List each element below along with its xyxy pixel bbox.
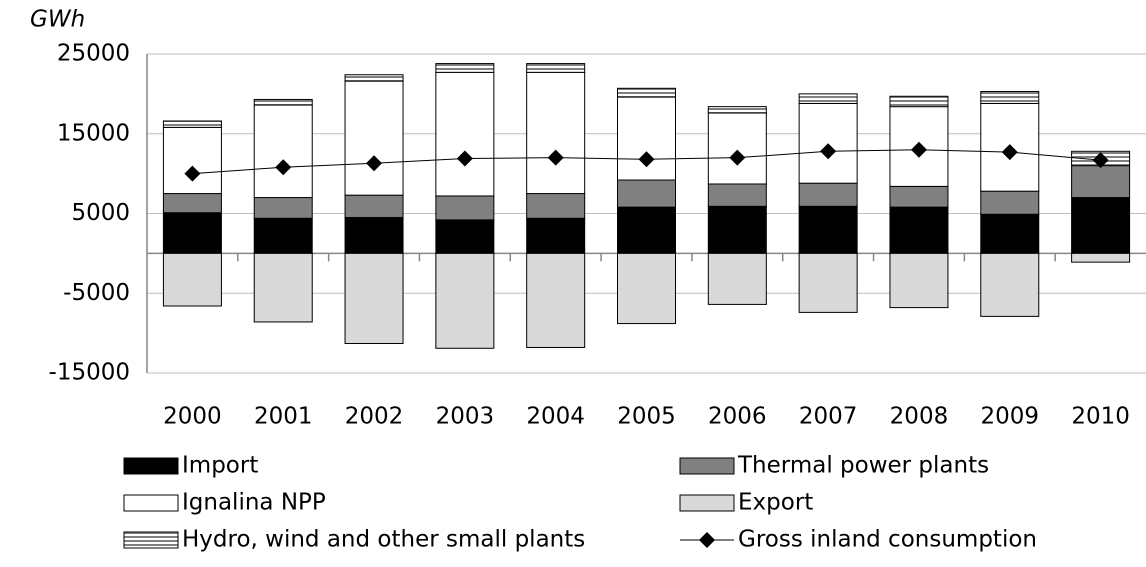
y-tick-label: 5000	[71, 200, 130, 226]
bar-segment	[1071, 252, 1131, 263]
bar-segment	[617, 179, 676, 208]
legend-swatch	[679, 457, 735, 475]
bar-segment	[617, 206, 676, 254]
bar-segment	[526, 193, 586, 219]
bar-segment	[253, 104, 313, 199]
bar-segment	[980, 213, 1040, 254]
x-tick-label: 2009	[980, 404, 1039, 430]
bar-segment	[344, 194, 404, 218]
bar-segment	[344, 80, 404, 196]
y-axis-label: GWh	[30, 7, 85, 33]
bar-segment	[162, 193, 222, 214]
bar-segment	[526, 217, 586, 254]
bar-segment	[253, 197, 313, 219]
legend-label: Export	[738, 490, 813, 516]
y-tick-label: 25000	[57, 41, 130, 67]
bar-segment	[162, 126, 222, 195]
bar-segment	[707, 183, 767, 207]
bar-segment	[980, 252, 1040, 317]
y-tick-label: -5000	[63, 280, 130, 306]
line-marker	[366, 155, 383, 172]
bar-segment	[798, 93, 858, 104]
bar-segment	[707, 112, 767, 185]
x-tick-label: 2000	[163, 404, 222, 430]
bar-segment	[162, 120, 222, 128]
bar-segment	[707, 205, 767, 254]
bar-segment	[526, 71, 586, 195]
legend-swatch	[123, 457, 179, 475]
line-marker	[184, 165, 201, 182]
bar-segment	[162, 252, 222, 307]
legend-label: Gross inland consumption	[738, 527, 1037, 553]
line-marker	[820, 143, 837, 160]
x-tick-label: 2005	[617, 404, 676, 430]
bar-segment	[798, 252, 858, 313]
x-tick-label: 2007	[799, 404, 858, 430]
line-marker	[1001, 144, 1018, 161]
bar-segment	[435, 63, 495, 73]
bar-segment	[253, 252, 313, 323]
bar-segment	[435, 219, 495, 254]
bar-segment	[617, 96, 676, 181]
bar-segment	[526, 63, 586, 73]
bar-segment	[617, 87, 676, 98]
legend-swatch	[699, 532, 715, 548]
bar-segment	[980, 190, 1040, 215]
bar-segment	[889, 252, 949, 309]
line-marker	[547, 149, 564, 166]
bar-segment	[798, 182, 858, 207]
line-marker	[1092, 152, 1109, 169]
bar-segment	[889, 206, 949, 254]
bar-segment	[617, 252, 676, 325]
legend-label: Thermal power plants	[737, 453, 989, 479]
legend-swatch	[123, 494, 179, 512]
x-tick-label: 2002	[345, 404, 404, 430]
bar-segment	[435, 71, 495, 197]
x-tick-label: 2008	[890, 404, 949, 430]
bar-segment	[798, 205, 858, 254]
bar-segment	[707, 106, 767, 114]
bar-segment	[526, 252, 586, 348]
legend-swatch	[679, 494, 735, 512]
x-tick-label: 2006	[708, 404, 767, 430]
x-tick-label: 2003	[436, 404, 495, 430]
bar-segment	[344, 74, 404, 82]
bar-segment	[889, 185, 949, 208]
bar-segment	[253, 217, 313, 254]
legend-label: Import	[182, 453, 258, 479]
y-tick-label: -15000	[49, 360, 130, 386]
bar-segment	[1071, 165, 1131, 199]
legend-label: Hydro, wind and other small plants	[182, 527, 585, 553]
line-marker	[729, 149, 746, 166]
bar-segment	[253, 98, 313, 106]
bar-segment	[435, 195, 495, 221]
bar-segment	[344, 216, 404, 254]
x-tick-label: 2001	[254, 404, 313, 430]
line-marker	[456, 150, 473, 167]
bar-segment	[344, 252, 404, 344]
legend-label: Ignalina NPP	[182, 490, 326, 516]
bar-segment	[162, 212, 222, 254]
bar-segment	[1071, 197, 1131, 254]
x-tick-label: 2004	[526, 404, 585, 430]
legend-swatch	[123, 531, 179, 549]
bar-segment	[707, 252, 767, 305]
y-tick-label: 15000	[57, 120, 130, 146]
bar-segment	[435, 252, 495, 349]
x-tick-label: 2010	[1071, 404, 1130, 430]
bar-segment	[889, 95, 949, 108]
line-marker	[910, 141, 927, 158]
line-marker	[275, 159, 292, 176]
line-marker	[638, 151, 655, 168]
bar-segment	[980, 90, 1040, 104]
